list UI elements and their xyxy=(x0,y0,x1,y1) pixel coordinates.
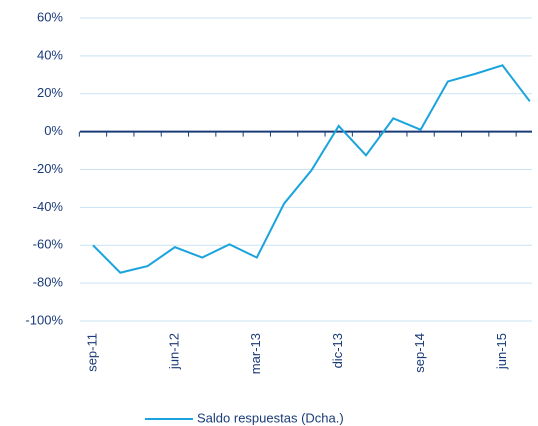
y-tick-label: -60% xyxy=(33,237,64,252)
x-tick-label: jun-15 xyxy=(494,333,509,370)
y-tick-label: 0% xyxy=(44,123,63,138)
y-tick-label: 20% xyxy=(37,85,63,100)
y-tick-label: -20% xyxy=(33,161,64,176)
x-tick-label: dic-13 xyxy=(330,333,345,368)
x-tick-label: jun-12 xyxy=(166,333,181,370)
y-tick-label: 40% xyxy=(37,47,63,62)
y-tick-label: -100% xyxy=(25,312,63,327)
series-line xyxy=(92,64,531,274)
x-tick-label: sep-11 xyxy=(84,333,99,372)
legend-label: Saldo respuestas (Dcha.) xyxy=(197,410,344,425)
y-tick-label: 60% xyxy=(37,9,63,24)
x-tick-label: mar-13 xyxy=(248,333,263,374)
x-tick-label: sep-14 xyxy=(412,333,427,373)
y-tick-label: -80% xyxy=(33,275,64,290)
y-tick-label: -40% xyxy=(33,199,64,214)
